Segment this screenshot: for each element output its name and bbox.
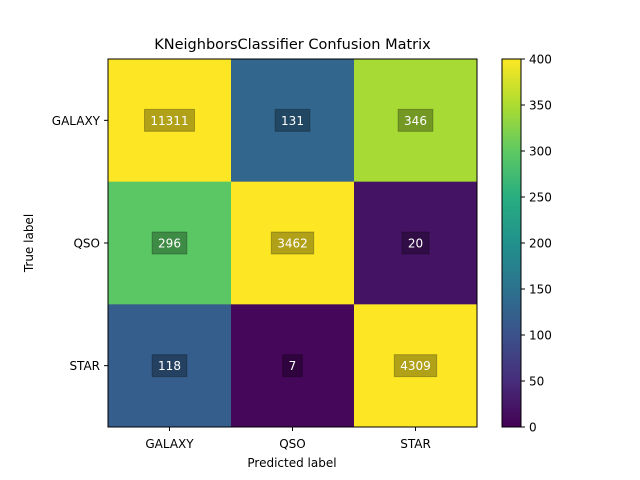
cell-value-label: 11311 — [150, 114, 188, 128]
heatmap-cell — [354, 59, 478, 183]
cell-value-label: 118 — [158, 359, 181, 373]
cell-value-label: 346 — [404, 114, 427, 128]
y-tick-label: STAR — [69, 359, 100, 373]
heatmap-cell — [231, 59, 355, 183]
cell-value-label: 3462 — [277, 237, 308, 251]
cell-label-box — [397, 108, 434, 132]
colorbar-tick-label: 250 — [529, 191, 552, 205]
cell-label-box — [270, 231, 315, 255]
colorbar-tick-label: 50 — [529, 375, 544, 389]
cell-label-box — [151, 231, 188, 255]
x-axis-title: Predicted label — [247, 456, 336, 470]
colorbar-tick-label: 150 — [529, 283, 552, 297]
heatmap-cell — [108, 181, 232, 305]
heatmap-cell — [231, 304, 355, 428]
chart-title: KNeighborsClassifier Confusion Matrix — [154, 37, 431, 53]
y-axis-title: True label — [22, 214, 36, 273]
heatmap-cells: 11311 131 346 296 3462 20 118 7 4309 — [108, 59, 478, 428]
colorbar-tick-label: 200 — [529, 237, 552, 251]
colorbar-tick-label: 100 — [529, 329, 552, 343]
heatmap-cell — [231, 181, 355, 305]
x-tick-label: QSO — [279, 437, 306, 451]
colorbar-tick-label: 400 — [529, 53, 552, 67]
cell-value-label: 7 — [289, 359, 297, 373]
cell-value-label: 20 — [408, 237, 423, 251]
cell-label-box — [144, 108, 195, 132]
cell-value-label: 296 — [158, 237, 181, 251]
y-tick-label: QSO — [73, 237, 100, 251]
heatmap-cell — [354, 181, 478, 305]
colorbar-ticks: 0 50 100 150 200 250 300 350 400 — [521, 53, 552, 435]
y-axis-ticks: GALAXY QSO STAR — [52, 114, 108, 373]
colorbar-tick-label: 0 — [529, 421, 537, 435]
cell-value-label: 131 — [281, 114, 304, 128]
y-tick-label: GALAXY — [52, 114, 101, 128]
colorbar-tick-label: 350 — [529, 99, 552, 113]
heatmap-cell — [108, 59, 232, 183]
cell-value-label: 4309 — [400, 359, 431, 373]
x-tick-label: STAR — [400, 437, 431, 451]
x-tick-label: GALAXY — [145, 437, 194, 451]
heatmap-cell — [354, 304, 478, 428]
colorbar — [501, 58, 522, 428]
colorbar-tick-label: 300 — [529, 145, 552, 159]
cell-label-box — [282, 354, 303, 378]
cell-label-box — [151, 354, 188, 378]
cell-label-box — [393, 354, 438, 378]
x-axis-ticks: GALAXY QSO STAR — [145, 427, 431, 451]
cell-label-box — [401, 231, 430, 255]
cell-label-box — [274, 108, 311, 132]
heatmap-cell — [108, 304, 232, 428]
